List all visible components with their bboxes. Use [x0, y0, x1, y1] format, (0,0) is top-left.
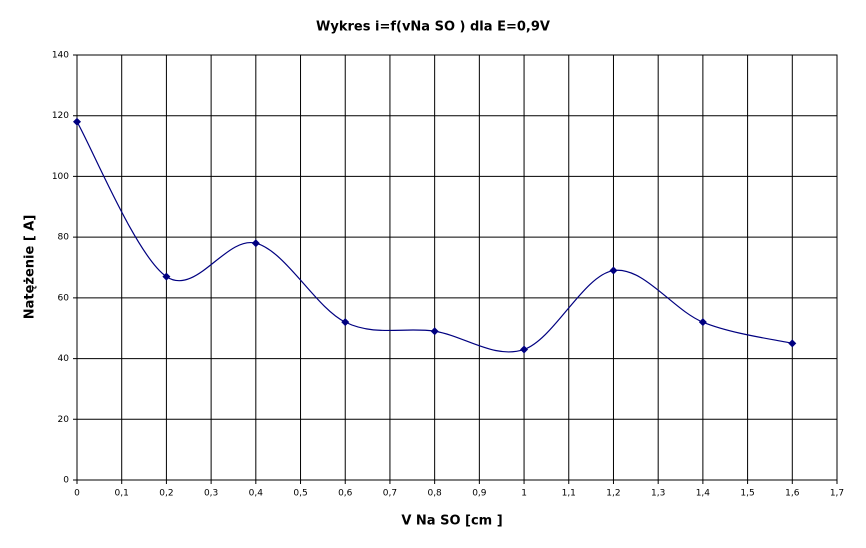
x-tick-label: 0 — [74, 489, 80, 499]
data-point — [430, 327, 439, 336]
y-tick-label: 20 — [58, 415, 70, 425]
x-axis-label: V Na SO [cm ] — [401, 514, 502, 529]
y-tick-label: 60 — [58, 293, 70, 303]
x-tick-label: 1,4 — [696, 489, 711, 499]
x-tick-label: 1,3 — [651, 489, 665, 499]
data-line — [76, 121, 793, 353]
x-tick-label: 0,2 — [159, 489, 173, 499]
data-point — [341, 318, 350, 327]
x-tick-label: 0,1 — [115, 489, 129, 499]
data-point — [788, 339, 797, 348]
x-tick-label: 0,3 — [204, 489, 218, 499]
x-tick-label: 0,8 — [427, 489, 442, 499]
plot-border — [76, 54, 838, 481]
data-point — [251, 239, 260, 248]
x-tick-label: 1 — [521, 489, 527, 499]
x-tick-label: 0,9 — [472, 489, 487, 499]
x-tick-label: 1,1 — [562, 489, 576, 499]
y-tick-label: 120 — [52, 111, 69, 121]
y-tick-label: 40 — [58, 354, 70, 364]
x-tick-label: 1,6 — [785, 489, 800, 499]
data-point — [162, 272, 171, 281]
x-tick-label: 0,7 — [383, 489, 397, 499]
data-point — [73, 117, 81, 126]
y-tick-label: 80 — [58, 233, 70, 243]
data-point — [609, 266, 618, 275]
x-tick-label: 0,4 — [249, 489, 264, 499]
x-tick-label: 0,6 — [338, 489, 353, 499]
y-tick-label: 100 — [52, 172, 69, 182]
data-point — [520, 345, 529, 354]
x-tick-label: 1,2 — [606, 489, 620, 499]
data-point — [698, 318, 707, 327]
x-tick-label: 0,5 — [293, 489, 307, 499]
x-tick-label: 1,5 — [740, 489, 754, 499]
y-axis-label: Natężenie [ A] — [23, 215, 38, 320]
x-tick-label: 1,7 — [830, 489, 844, 499]
chart-title: Wykres i=f(vNa SO ) dla E=0,9V — [316, 20, 550, 35]
y-tick-label: 0 — [63, 476, 69, 486]
y-tick-label: 140 — [52, 51, 69, 61]
